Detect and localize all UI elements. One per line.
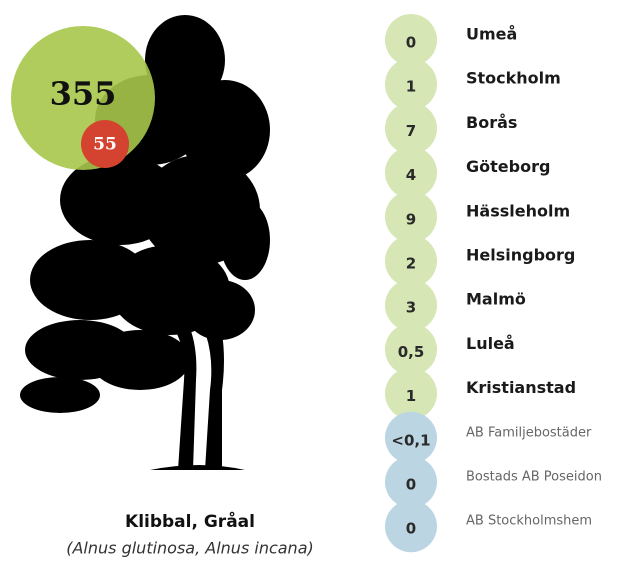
row-name: Borås bbox=[466, 113, 517, 132]
row-name: Göteborg bbox=[466, 157, 550, 176]
row-name: Helsingborg bbox=[466, 246, 575, 265]
rows: 0 Umeå 1 Stockholm 7 Borås 4 Göteborg 9 Hässlehol… bbox=[385, 14, 602, 552]
row-value: 1 bbox=[406, 387, 416, 405]
infographic: 355 55 Klibbal, Gråal (Alnus glutinosa, … bbox=[0, 0, 625, 562]
row-value: 7 bbox=[406, 122, 416, 140]
row-value: 0 bbox=[406, 34, 416, 52]
row-value: 0 bbox=[406, 520, 416, 538]
row-name: Bostads AB Poseidon bbox=[466, 470, 602, 485]
row-name: Kristianstad bbox=[466, 378, 576, 397]
row-name: Hässleholm bbox=[466, 201, 570, 220]
row-name: Malmö bbox=[466, 290, 526, 309]
row-name: AB Familjebostäder bbox=[466, 425, 592, 440]
tree-name: Klibbal, Gråal bbox=[125, 510, 255, 532]
row-value: 9 bbox=[406, 210, 416, 228]
row-value: 0 bbox=[406, 476, 416, 494]
row-value: 2 bbox=[406, 255, 416, 273]
row-value: 4 bbox=[406, 166, 416, 184]
row-name: AB Stockholmshem bbox=[466, 514, 592, 529]
row-value: 3 bbox=[406, 299, 416, 317]
small-value: 55 bbox=[93, 135, 117, 155]
row-name: Stockholm bbox=[466, 69, 561, 88]
row-name: Umeå bbox=[466, 25, 517, 44]
big-value: 355 bbox=[50, 75, 117, 113]
row-name: Luleå bbox=[466, 334, 515, 353]
tree-latin: (Alnus glutinosa, Alnus incana) bbox=[66, 539, 314, 558]
row-value: <0,1 bbox=[391, 431, 430, 449]
row-value: 0,5 bbox=[398, 343, 425, 361]
row-value: 1 bbox=[406, 78, 416, 96]
